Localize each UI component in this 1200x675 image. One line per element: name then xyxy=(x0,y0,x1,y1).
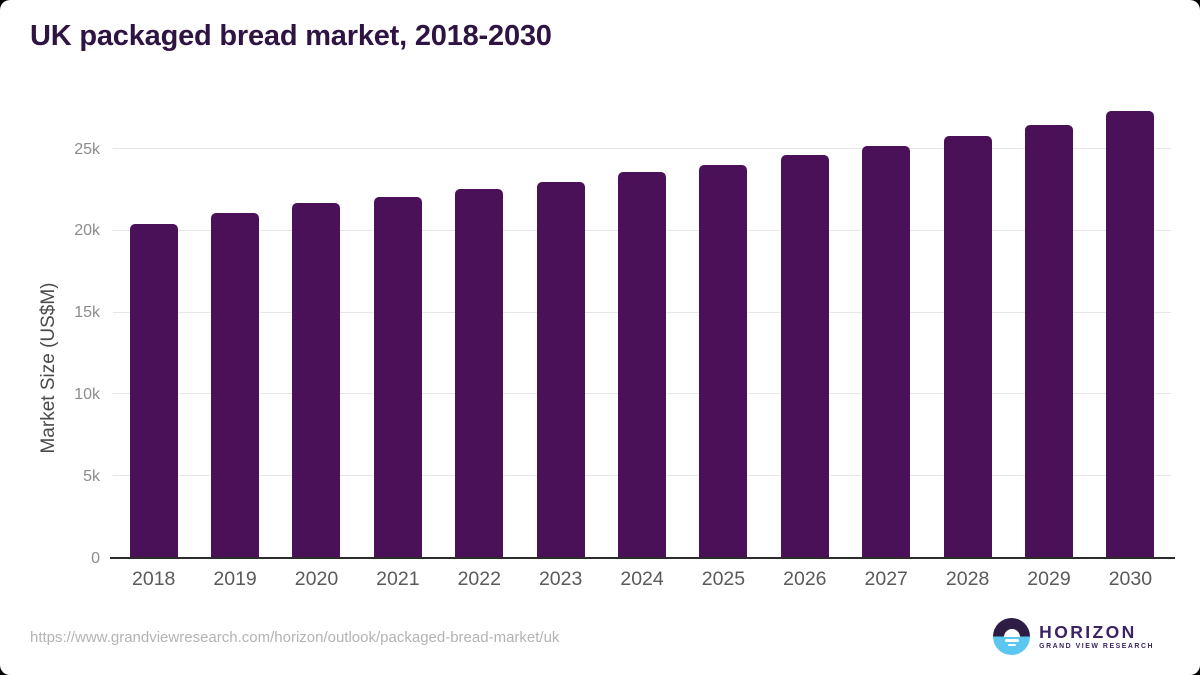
x-tick-2029: 2029 xyxy=(1027,568,1071,590)
sun-reflection-stripe xyxy=(1004,639,1019,642)
plot-area xyxy=(110,100,1175,559)
y-tick-10k: 10k xyxy=(74,385,100,403)
bar-slot-2018 xyxy=(113,100,194,558)
horizon-sun-icon xyxy=(993,618,1031,655)
x-tick-2019: 2019 xyxy=(213,568,257,590)
x-axis-tick-labels: 2018 2019 2020 2021 2022 2023 2024 2025 2026 2027… xyxy=(113,568,1171,591)
source-url: https://www.grandviewresearch.com/horizo… xyxy=(30,629,560,646)
bar-2029[interactable] xyxy=(1024,124,1073,558)
bar-2025[interactable] xyxy=(699,165,748,558)
x-tick-2030: 2030 xyxy=(1108,568,1153,590)
x-tick-2018: 2018 xyxy=(132,568,176,590)
bar-slot-2021 xyxy=(357,100,438,558)
horizon-logo: HORIZON GRAND VIEW RESEARCH xyxy=(993,618,1154,655)
bar-2023[interactable] xyxy=(536,181,585,558)
x-tick-2021: 2021 xyxy=(376,568,420,590)
bar-slot-2028 xyxy=(927,100,1008,558)
bar-2024[interactable] xyxy=(618,171,667,558)
x-tick-2027: 2027 xyxy=(864,568,908,590)
bar-2026[interactable] xyxy=(780,154,829,558)
bar-slot-2023 xyxy=(520,100,601,558)
x-tick-2028: 2028 xyxy=(945,568,990,590)
y-tick-20k: 20k xyxy=(74,222,100,240)
chart-title: UK packaged bread market, 2018-2030 xyxy=(30,20,552,52)
x-tick-2024: 2024 xyxy=(620,568,664,590)
bar-2022[interactable] xyxy=(455,189,504,558)
bar-2020[interactable] xyxy=(292,203,341,558)
x-tick-2022: 2022 xyxy=(457,568,501,590)
bar-2021[interactable] xyxy=(373,197,422,558)
bar-slot-2019 xyxy=(194,100,275,558)
bar-2027[interactable] xyxy=(862,145,911,558)
bar-2030[interactable] xyxy=(1106,111,1155,558)
bar-slot-2027 xyxy=(846,100,927,558)
x-axis-line xyxy=(110,557,1175,559)
x-tick-2020: 2020 xyxy=(294,568,339,590)
y-tick-0: 0 xyxy=(91,549,100,567)
y-tick-5k: 5k xyxy=(83,467,100,485)
logo-tagline: GRAND VIEW RESEARCH xyxy=(1039,643,1154,650)
bar-2018[interactable] xyxy=(129,224,178,558)
bar-series xyxy=(113,100,1171,558)
sun-reflection-stripe xyxy=(1007,643,1016,646)
y-axis-tick-labels: 0 5k 10k 15k 20k 25k xyxy=(0,0,100,675)
bar-slot-2030 xyxy=(1090,100,1171,558)
bar-slot-2022 xyxy=(439,100,520,558)
logo-text: HORIZON GRAND VIEW RESEARCH xyxy=(1039,623,1154,650)
bar-slot-2024 xyxy=(601,100,682,558)
bar-slot-2025 xyxy=(683,100,764,558)
y-tick-15k: 15k xyxy=(74,304,100,322)
x-tick-2026: 2026 xyxy=(783,568,827,590)
bar-slot-2026 xyxy=(764,100,845,558)
sun-dome-shape xyxy=(1003,628,1020,637)
x-tick-2023: 2023 xyxy=(538,568,583,590)
bar-2019[interactable] xyxy=(211,212,260,558)
y-tick-25k: 25k xyxy=(74,140,100,158)
bar-slot-2020 xyxy=(276,100,357,558)
gridline-25k xyxy=(113,148,1171,150)
x-tick-2025: 2025 xyxy=(701,568,746,590)
logo-wordmark: HORIZON xyxy=(1039,622,1137,642)
bar-2028[interactable] xyxy=(943,136,992,558)
bar-slot-2029 xyxy=(1008,100,1089,558)
